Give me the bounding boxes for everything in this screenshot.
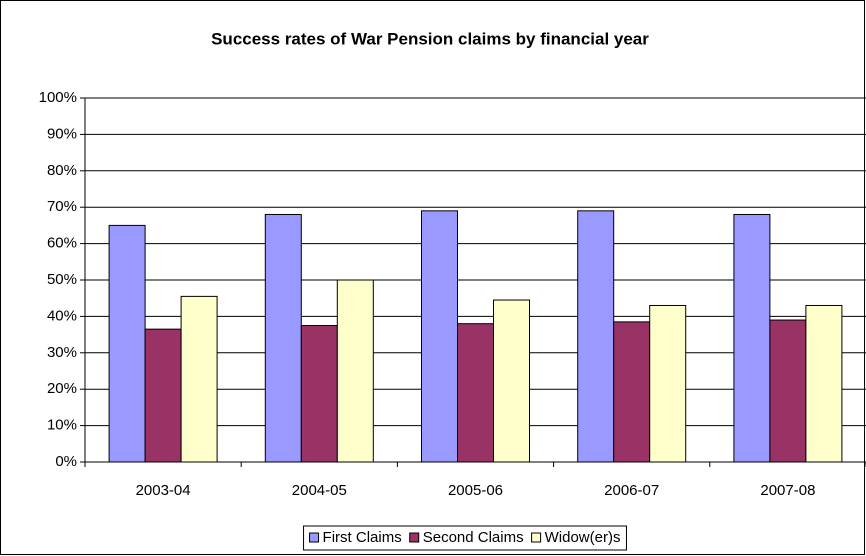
bar [769,319,807,463]
bar [493,299,530,463]
legend-box [303,525,627,551]
bar [180,295,218,463]
y-tick-label: 90% [47,125,77,142]
bar [300,325,338,463]
bar [613,321,651,463]
legend-swatch [531,532,542,543]
legend-swatch [309,532,320,543]
bar [264,213,302,463]
legend-label: Second Claims [423,529,524,546]
bar [805,304,843,463]
bar [336,279,374,463]
bar [577,210,615,463]
x-tick-label: 2003-04 [136,482,191,499]
y-tick-label: 100% [39,89,77,106]
y-tick-label: 10% [47,417,77,434]
y-tick-label: 30% [47,344,77,361]
legend-label: First Claims [323,529,402,546]
x-tick-label: 2006-07 [604,482,659,499]
bar [108,224,146,463]
x-tick-label: 2004-05 [292,482,347,499]
x-tick-label: 2007-08 [760,482,815,499]
y-tick-label: 70% [47,198,77,215]
bar [457,323,494,463]
legend-swatch [409,532,420,543]
y-tick-label: 0% [55,453,77,470]
bar [421,210,458,463]
x-tick-label: 2005-06 [448,482,503,499]
y-tick-label: 20% [47,380,77,397]
y-tick-label: 40% [47,307,77,324]
bar [649,304,687,463]
bar [733,213,771,463]
y-tick-label: 80% [47,162,77,179]
y-tick-label: 60% [47,235,77,252]
bar [144,328,182,463]
chart-title: Success rates of War Pension claims by f… [211,29,649,48]
y-tick-label: 50% [47,271,77,288]
legend-label: Widow(er)s [545,529,621,546]
